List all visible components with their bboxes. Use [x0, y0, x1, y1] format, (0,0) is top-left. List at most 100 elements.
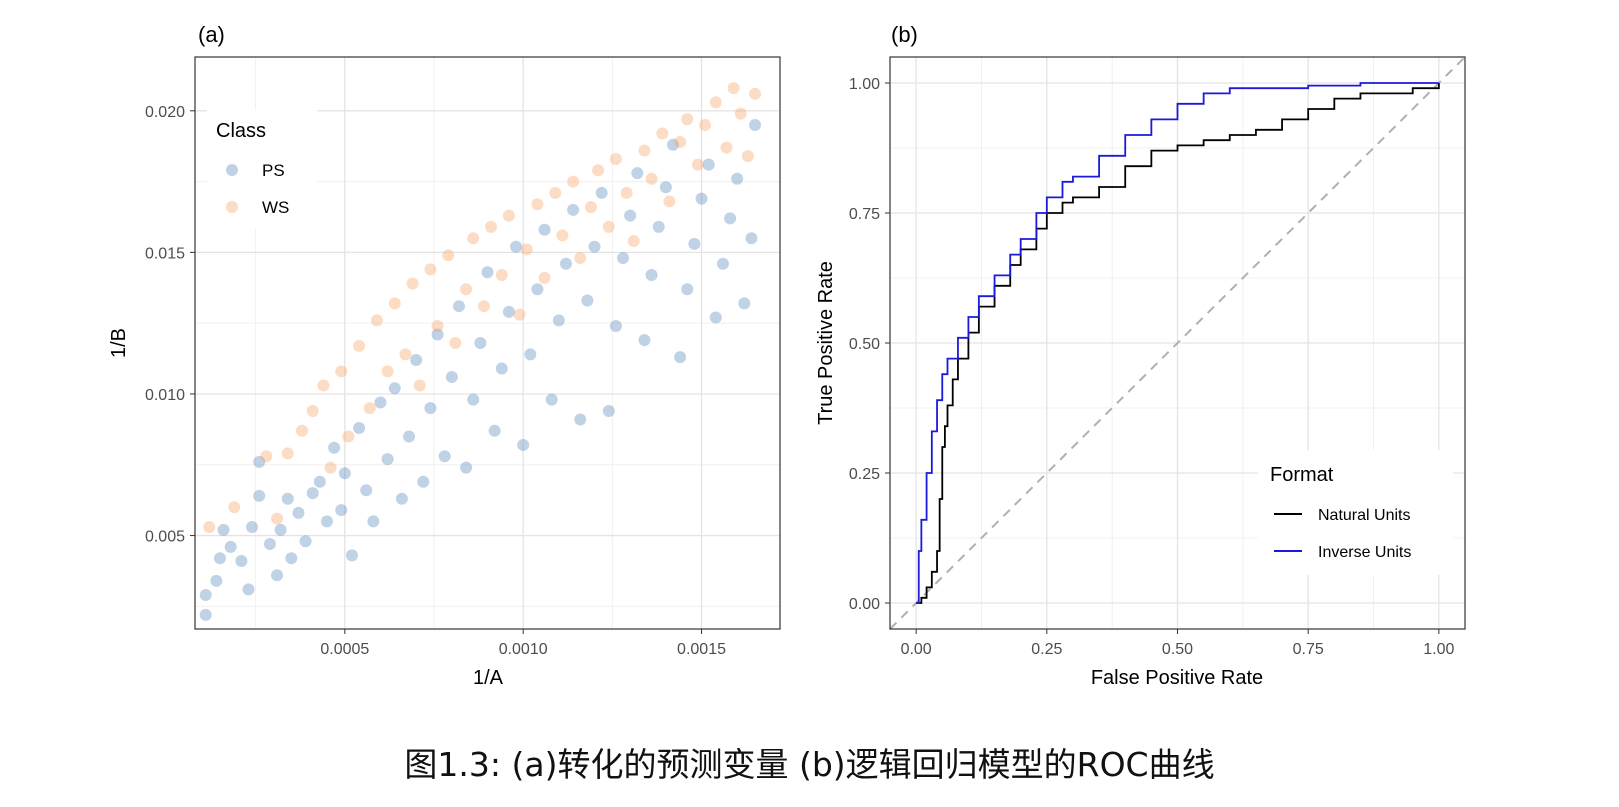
legend-ps-key — [226, 164, 238, 176]
point-ps — [253, 489, 266, 502]
point-ps — [567, 203, 580, 216]
point-ws — [306, 404, 319, 417]
point-ws — [602, 220, 615, 233]
point-ws — [413, 379, 426, 392]
legend-natural-label: Natural Units — [1318, 507, 1410, 524]
panel-a-x-axis-label: 1/A — [473, 667, 504, 689]
y-tick-label: 0.005 — [145, 529, 185, 546]
point-ps — [652, 220, 665, 233]
point-ws — [399, 348, 412, 361]
point-ws — [370, 314, 383, 327]
point-ps — [388, 382, 401, 395]
x-tick-label: 0.0005 — [320, 641, 369, 658]
point-ps — [666, 138, 679, 151]
point-ws — [574, 252, 587, 265]
y-tick-label: 0.75 — [849, 206, 880, 223]
point-ps — [488, 424, 501, 437]
x-tick-label: 0.50 — [1162, 641, 1193, 658]
point-ps — [452, 300, 465, 313]
panel-b-legend-title: Format — [1270, 464, 1334, 486]
point-ps — [581, 294, 594, 307]
point-ps — [328, 441, 341, 454]
point-ps — [495, 362, 508, 375]
point-ps — [338, 467, 351, 480]
point-ps — [353, 421, 366, 434]
figure-caption: 图1.3: (a)转化的预测变量 (b)逻辑回归模型的ROC曲线 — [404, 745, 1215, 784]
point-ws — [335, 365, 348, 378]
panel-a-x-ticks: 0.0005 0.0010 0.0015 — [320, 629, 726, 658]
point-ps — [716, 257, 729, 270]
point-ps — [242, 583, 255, 596]
point-ps — [467, 393, 480, 406]
point-ps — [381, 453, 394, 466]
x-tick-label: 0.0015 — [677, 641, 726, 658]
panel-b-roc: (b) 0.00 0.25 0.50 0.75 1.00 0.00 0.25 0.50 0.7… — [815, 22, 1466, 689]
x-tick-label: 0.75 — [1293, 641, 1324, 658]
panel-a-label: (a) — [198, 22, 225, 47]
point-ps — [403, 430, 416, 443]
point-ps — [745, 232, 758, 245]
point-ws — [381, 365, 394, 378]
point-ws — [363, 402, 376, 415]
point-ps — [724, 212, 737, 225]
point-ws — [567, 175, 580, 188]
point-ps — [460, 461, 473, 474]
point-ps — [524, 348, 537, 361]
panel-a-legend-box — [207, 110, 317, 228]
point-ws — [627, 235, 640, 248]
point-ps — [345, 549, 358, 562]
point-ps — [688, 237, 701, 250]
point-ws — [749, 87, 762, 100]
point-ps — [545, 393, 558, 406]
point-ws — [342, 430, 355, 443]
point-ps — [638, 334, 651, 347]
point-ws — [467, 232, 480, 245]
point-ws — [691, 158, 704, 171]
point-ps — [367, 515, 380, 528]
x-tick-label: 1.00 — [1423, 641, 1454, 658]
panel-b-label: (b) — [891, 22, 918, 47]
panel-b-chance-diagonal — [889, 56, 1466, 630]
y-tick-label: 0.00 — [849, 596, 880, 613]
point-ps — [574, 413, 587, 426]
point-ps — [738, 297, 751, 310]
point-ps — [681, 283, 694, 296]
point-ws — [720, 141, 733, 154]
panel-a-scatter: (a) 0.0005 0.0010 0.0015 0.0050.0100.0150.… — [108, 22, 781, 689]
point-ws — [538, 271, 551, 284]
panel-b-y-ticks: 0.00 0.25 0.50 0.75 1.00 — [849, 76, 890, 613]
point-ps — [306, 487, 319, 500]
point-ps — [313, 475, 326, 488]
point-ps — [438, 450, 451, 463]
panel-a-legend: Class PS WS — [207, 110, 317, 228]
point-ps — [531, 283, 544, 296]
point-ps — [602, 404, 615, 417]
point-ps — [335, 504, 348, 517]
panel-b-y-axis-label: True Positive Rate — [815, 261, 837, 425]
point-ws — [353, 339, 366, 352]
point-ps — [210, 574, 223, 587]
point-ws — [271, 512, 284, 525]
y-tick-label: 0.50 — [849, 336, 880, 353]
point-ps — [424, 402, 437, 415]
point-ps — [199, 589, 212, 602]
point-ws — [674, 135, 687, 148]
y-tick-label: 0.015 — [145, 245, 185, 262]
point-ws — [502, 209, 515, 222]
point-ws — [460, 283, 473, 296]
point-ps — [271, 569, 284, 582]
point-ps — [281, 492, 294, 505]
panel-b-x-axis-label: False Positive Rate — [1091, 667, 1263, 689]
point-ps — [609, 320, 622, 333]
point-ps — [320, 515, 333, 528]
point-ps — [702, 158, 715, 171]
point-ws — [741, 150, 754, 163]
point-ps — [588, 240, 601, 253]
point-ws — [388, 297, 401, 310]
x-tick-label: 0.0010 — [499, 641, 548, 658]
point-ps — [709, 311, 722, 324]
point-ps — [617, 252, 630, 265]
point-ps — [299, 535, 312, 548]
legend-ps-label: PS — [262, 161, 285, 180]
point-ps — [595, 186, 608, 199]
